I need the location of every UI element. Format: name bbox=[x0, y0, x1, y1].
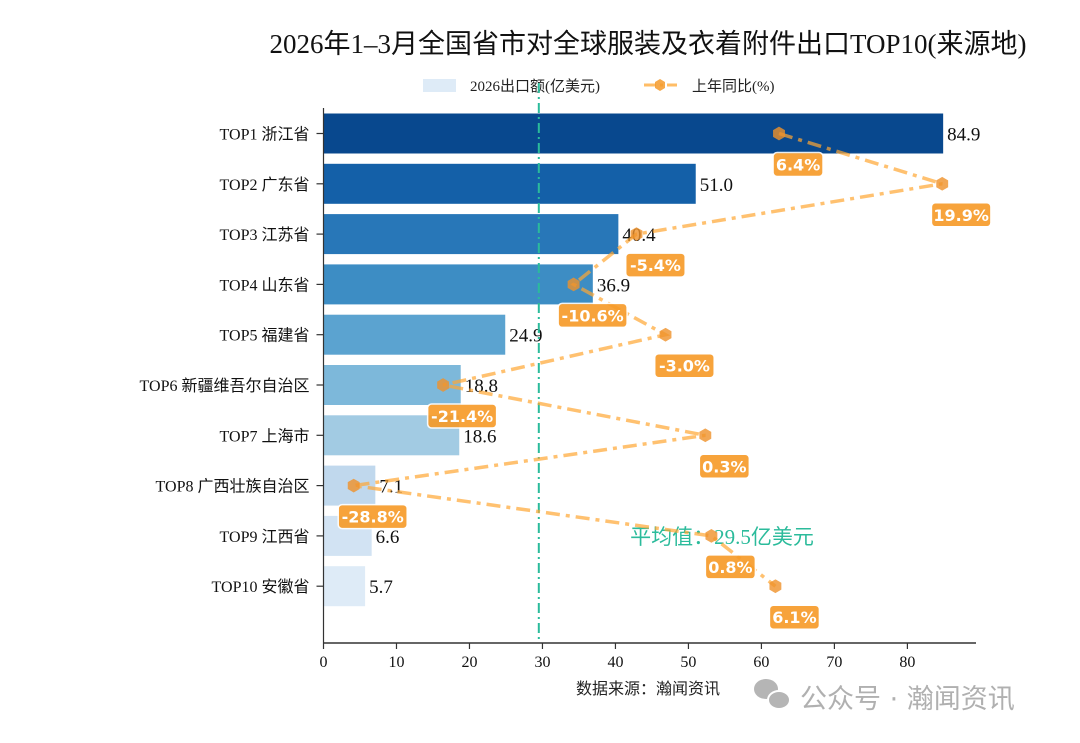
watermark-text: 公众号 · 瀚闻资讯 bbox=[800, 684, 1015, 715]
yoy-hexagon-marker bbox=[567, 277, 580, 292]
x-tick-label: 50 bbox=[680, 654, 696, 671]
yoy-hexagon-marker bbox=[437, 378, 450, 392]
legend-hexagon-icon bbox=[655, 79, 665, 91]
y-tick-label: TOP8 广西壮族自治区 bbox=[156, 478, 310, 496]
x-tick-label: 60 bbox=[753, 654, 769, 671]
yoy-label-box bbox=[698, 453, 751, 480]
x-tick-label: 80 bbox=[899, 654, 915, 671]
bar-value-label: 7.1 bbox=[379, 477, 403, 498]
yoy-label-box bbox=[337, 503, 408, 530]
yoy-line-group: 6.4% 19.9% -5.4% -10.6% -3.0% -21.4% 0.3% -28.8… bbox=[337, 126, 992, 630]
yoy-hexagon-marker bbox=[630, 227, 643, 241]
yoy-value-label: 19.9% bbox=[933, 206, 989, 225]
yoy-hexagon-marker bbox=[699, 428, 712, 443]
y-tick-label: TOP7 上海市 bbox=[220, 427, 310, 445]
bar-value-label: 5.7 bbox=[369, 577, 393, 598]
yoy-value-label: 0.3% bbox=[702, 457, 746, 476]
x-tick-label: 0 bbox=[320, 654, 328, 671]
legend-line-label: 上年同比(%) bbox=[692, 78, 775, 95]
yoy-label-box bbox=[704, 554, 757, 580]
yoy-hexagon-marker bbox=[936, 176, 949, 191]
wechat-icon bbox=[754, 679, 791, 710]
bar-value-label: 6.6 bbox=[376, 527, 400, 548]
axes-group: TOP1 浙江省 TOP2 广东省 TOP3 江苏省 TOP4 山东省 TOP5 福建省… bbox=[140, 108, 976, 671]
bar-value-label: 18.6 bbox=[463, 426, 496, 447]
bar-value-label: 84.9 bbox=[947, 125, 980, 146]
bar-value-label: 36.9 bbox=[597, 275, 630, 296]
x-tick-label: 10 bbox=[388, 654, 404, 671]
yoy-value-label: 0.8% bbox=[708, 558, 752, 577]
bar bbox=[323, 214, 619, 255]
bar bbox=[323, 314, 506, 355]
yoy-hexagon-marker bbox=[705, 529, 718, 543]
legend: 2026出口额(亿美元) 上年同比(%) bbox=[423, 78, 775, 95]
yoy-label-box bbox=[772, 151, 824, 178]
yoy-value-label: 6.1% bbox=[772, 608, 816, 627]
yoy-label-box bbox=[768, 604, 821, 630]
y-tick-label: TOP6 新疆维吾尔自治区 bbox=[140, 377, 310, 395]
y-tick-label: TOP10 安徽省 bbox=[212, 578, 310, 596]
y-tick-label: TOP9 江西省 bbox=[220, 528, 310, 546]
yoy-label-box bbox=[426, 403, 498, 429]
legend-bar-swatch bbox=[423, 79, 456, 92]
y-tick-label: TOP1 浙江省 bbox=[220, 126, 310, 144]
chart-title: 2026年1–3月全国省市对全球服装及衣着附件出口TOP10(来源地) bbox=[269, 29, 1026, 59]
y-tick-label: TOP5 福建省 bbox=[220, 327, 310, 345]
yoy-label-box bbox=[624, 252, 686, 278]
bar-value-label: 51.0 bbox=[700, 175, 733, 196]
bar-value-label: 18.8 bbox=[465, 376, 498, 397]
yoy-hexagon-marker bbox=[769, 579, 782, 594]
yoy-hexagon-marker bbox=[659, 327, 672, 342]
yoy-label-box bbox=[653, 352, 715, 379]
yoy-value-label: -10.6% bbox=[562, 306, 624, 325]
bar bbox=[323, 163, 696, 204]
y-tick-label: TOP2 广东省 bbox=[220, 176, 310, 194]
y-tick-label: TOP3 江苏省 bbox=[220, 226, 310, 244]
x-tick-label: 20 bbox=[461, 654, 477, 671]
yoy-value-label: 6.4% bbox=[776, 156, 820, 175]
bar bbox=[323, 566, 366, 607]
yoy-label-box bbox=[557, 302, 628, 329]
yoy-value-label: -3.0% bbox=[659, 357, 710, 376]
yoy-value-label: -5.4% bbox=[630, 256, 681, 275]
yoy-value-label: -21.4% bbox=[431, 407, 493, 426]
x-axis-label: 数据来源：瀚闻资讯 bbox=[576, 680, 720, 698]
x-tick-label: 40 bbox=[607, 654, 623, 671]
watermark: 公众号 · 瀚闻资讯 bbox=[754, 679, 1015, 715]
yoy-hexagon-marker bbox=[773, 126, 785, 141]
yoy-hexagon-marker bbox=[347, 478, 360, 493]
legend-bar-label: 2026出口额(亿美元) bbox=[470, 78, 600, 95]
x-tick-label: 70 bbox=[826, 654, 842, 671]
bar bbox=[323, 113, 944, 154]
bar bbox=[323, 264, 593, 305]
x-tick-label: 30 bbox=[534, 654, 550, 671]
bars-group: 84.951.040.436.924.918.818.67.16.65.7 bbox=[323, 113, 980, 607]
bar-value-label: 24.9 bbox=[509, 326, 542, 347]
yoy-label-box bbox=[930, 202, 992, 228]
y-tick-label: TOP4 山东省 bbox=[220, 276, 310, 294]
yoy-value-label: -28.8% bbox=[342, 508, 404, 527]
